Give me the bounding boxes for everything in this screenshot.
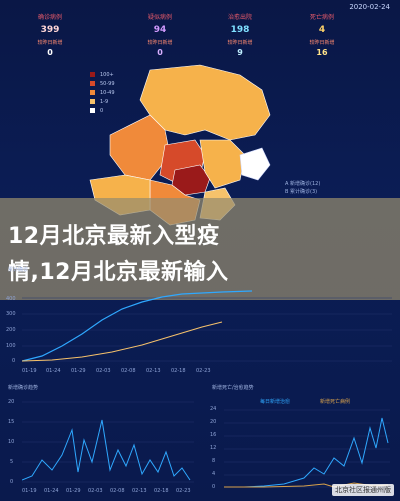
top-x-tick: 02-23 [196,368,211,374]
bl-x-tick: 02-18 [154,488,169,494]
stats-row: 确诊病例 399 较昨日新增 0 疑似病例 94 较昨日新增 0 治愈出院 19… [0,12,400,70]
daily-cured-line [224,417,389,488]
credit-text: 北京社区报通州版 [335,486,391,494]
stat-sub-label: 较昨日新增 [227,40,253,46]
top-chart-label: 累计确诊 [8,267,29,273]
swatch-icon [90,90,95,95]
title-banner: 12月北京最新​入型疫 情,12月北京最新输入 [0,198,400,300]
bl-chart-label: 新增确诊趋势 [8,385,39,391]
legend-row: 0 [90,106,115,115]
date-label: 2020-02-24 [349,3,390,11]
annotation-line: A 新增确诊(12) [285,181,321,187]
br-y-tick: 16 [210,432,217,438]
stat-sub-value: 0 [47,48,53,57]
stat-deaths: 死亡病例 4 较昨日新增 16 [272,12,372,70]
cumulative-cured-line [22,321,223,362]
bl-y-tick: 10 [8,439,15,445]
top-y-tick: 100 [6,343,16,349]
top-x-tick: 02-13 [146,368,161,374]
map-region-west [109,114,171,181]
stat-label: 治愈出院 [227,14,252,21]
map-color-legend: 100+ 50-99 10-49 1-9 0 [90,70,115,115]
br-y-tick: 8 [212,458,216,464]
top-x-tick: 01-19 [22,368,37,374]
stat-value: 4 [318,25,326,35]
stat-label: 确诊病例 [37,14,62,21]
stat-confirmed: 确诊病例 399 较昨日新增 0 [0,12,100,70]
bl-x-tick: 01-24 [44,488,59,494]
bl-x-tick: 02-03 [88,488,103,494]
bl-x-tick: 02-08 [110,488,125,494]
stat-suspected: 疑似病例 94 较昨日新增 0 [110,12,210,70]
br-line-chart [224,409,390,488]
top-y-tick: 300 [6,311,16,317]
top-y-tick: 400 [6,296,16,302]
bl-y-tick: 20 [8,399,15,405]
stat-sub-value: 9 [237,48,243,57]
legend-label: 50-99 [100,80,115,87]
map-annotation: A 新增确诊(12) B 累计确诊(3) [285,180,320,196]
bl-y-tick: 15 [8,419,15,425]
annotation-line: B 累计确诊(3) [285,189,318,195]
stat-value: 198 [230,25,250,35]
bl-x-tick: 01-29 [66,488,81,494]
top-x-tick: 01-29 [71,368,86,374]
br-chart-label: 新增死亡/治愈趋势 [212,385,254,391]
legend-row: 1-9 [90,97,115,106]
stat-value: 94 [153,25,167,35]
banner-line-2: 情,12月北京最新输入 [8,260,229,285]
bl-x-tick: 02-13 [132,488,147,494]
bl-x-tick: 02-23 [176,488,191,494]
swatch-icon [90,99,95,104]
stat-value: 399 [40,25,60,35]
br-legend-deaths: 新增死亡病例 [320,399,351,405]
legend-label: 0 [100,107,104,114]
map-region-pinggu [239,147,271,181]
legend-row: 100+ [90,70,115,79]
br-y-tick: 12 [210,445,217,451]
banner-line-1: 12月北京最新​入型疫 [8,224,220,249]
legend-label: 10-49 [100,89,115,96]
stat-sub-label: 较昨日新增 [309,40,335,46]
legend-label: 100+ [100,71,114,78]
daily-new-line [22,419,191,481]
stat-label: 疑似病例 [147,14,172,21]
stat-label: 死亡病例 [309,14,334,21]
legend-row: 10-49 [90,88,115,97]
cumulative-confirmed-line [22,290,253,362]
br-y-tick: 4 [212,471,216,477]
map-region-east [199,139,246,189]
beijing-map [89,64,271,226]
top-y-tick: 200 [6,327,16,333]
bl-x-tick: 01-19 [22,488,37,494]
stat-sub-value: 16 [316,48,328,57]
stat-sub-label: 较昨日新增 [147,40,173,46]
legend-row: 50-99 [90,79,115,88]
top-x-tick: 02-08 [121,368,136,374]
top-x-tick: 02-03 [96,368,111,374]
legend-label: 1-9 [100,98,109,105]
swatch-icon [90,72,95,77]
swatch-icon [90,108,95,113]
br-y-tick: 20 [210,419,217,425]
stat-sub-value: 0 [157,48,163,57]
bl-y-tick: 5 [10,459,14,465]
bl-y-tick: 0 [10,479,14,485]
top-y-tick: 0 [12,358,16,364]
stat-sub-label: 较昨日新增 [37,40,63,46]
swatch-icon [90,81,95,86]
br-legend-cured: 每日新增治愈 [260,399,291,405]
source-credit: 北京社区报通州版 [332,484,394,496]
top-x-tick: 02-18 [171,368,186,374]
stat-cured: 治愈出院 198 较昨日新增 9 [190,12,290,70]
br-y-tick: 0 [212,484,216,490]
bl-line-chart [22,401,194,483]
top-line-chart [22,290,392,362]
br-y-tick: 24 [210,406,217,412]
top-x-tick: 01-24 [46,368,61,374]
